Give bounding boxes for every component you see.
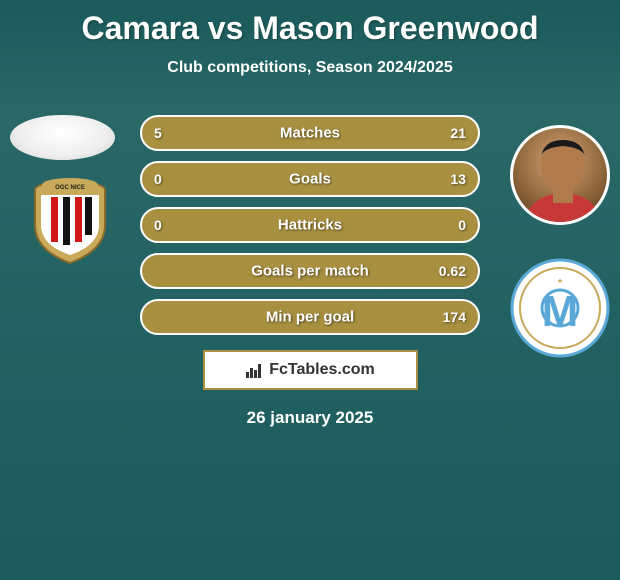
footer-date: 26 january 2025 [0,408,620,428]
stat-label: Goals [289,171,331,188]
stat-label: Min per goal [266,309,354,326]
stat-right-value: 13 [450,171,466,187]
stat-right-value: 0.62 [439,263,466,279]
chart-icon [245,361,263,379]
stat-left-value: 0 [154,171,162,187]
stat-row: 0 13 Goals [140,161,480,197]
stat-right-value: 0 [458,217,466,233]
stat-label: Goals per match [251,263,369,280]
stat-right-value: 174 [443,309,466,325]
stat-row: 0.62 Goals per match [140,253,480,289]
site-badge[interactable]: FcTables.com [203,350,418,390]
stat-left-value: 5 [154,125,162,141]
page-title: Camara vs Mason Greenwood [0,0,620,47]
subtitle: Club competitions, Season 2024/2025 [0,59,620,77]
stat-label: Matches [280,125,340,142]
stat-row: 5 21 Matches [140,115,480,151]
stat-label: Hattricks [278,217,342,234]
stat-row: 174 Min per goal [140,299,480,335]
stat-row: 0 0 Hattricks [140,207,480,243]
comparison-card: Camara vs Mason Greenwood Club competiti… [0,0,620,580]
stat-left-value: 0 [154,217,162,233]
site-name: FcTables.com [269,361,375,379]
stats-area: 5 21 Matches 0 13 Goals 0 0 Hattricks 0.62 Goals p… [0,115,620,428]
stat-right-value: 21 [450,125,466,141]
